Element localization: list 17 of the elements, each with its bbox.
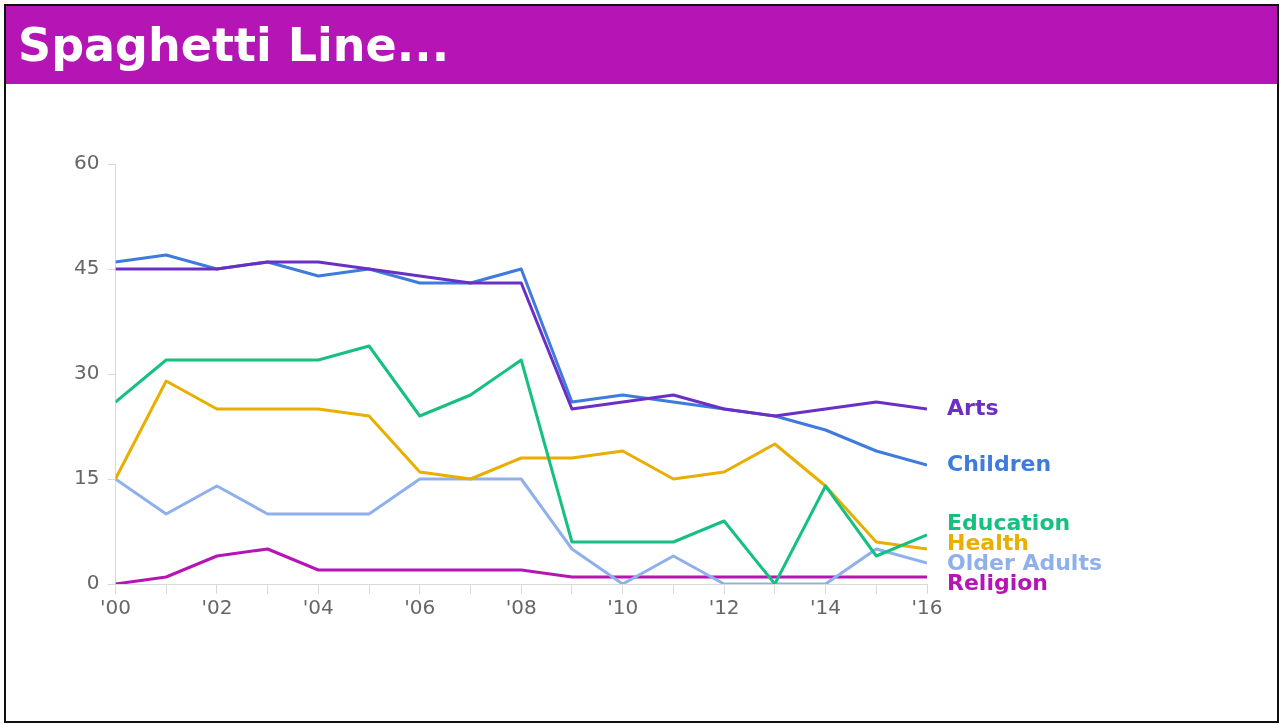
x-tick-label: '14 — [810, 595, 842, 620]
x-tick-label: '12 — [708, 595, 740, 620]
x-tick-label: '16 — [911, 595, 943, 620]
x-tick-label: '00 — [99, 595, 131, 620]
x-tick-label: '08 — [505, 595, 537, 620]
x-tick-label: '02 — [201, 595, 233, 620]
series-label: Children — [947, 450, 1052, 476]
chart-title: Spaghetti Line... — [6, 6, 1277, 84]
y-tick-label: 45 — [74, 255, 100, 280]
x-tick-label: '10 — [607, 595, 639, 620]
y-tick-label: 30 — [74, 360, 100, 385]
x-tick-label: '06 — [404, 595, 436, 620]
series-label: Arts — [947, 394, 999, 420]
y-tick-label: 15 — [74, 465, 100, 490]
y-tick-label: 0 — [86, 570, 100, 595]
y-tick-label: 60 — [74, 150, 100, 175]
x-tick-label: '04 — [302, 595, 334, 620]
